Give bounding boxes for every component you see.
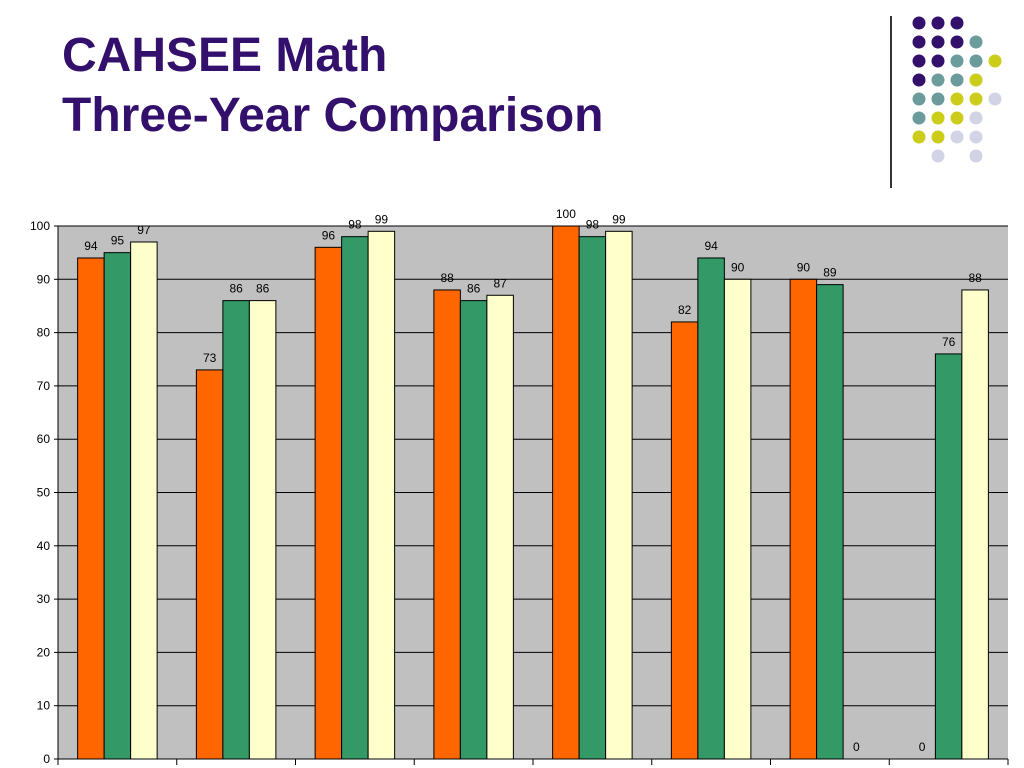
decorative-dot <box>931 73 945 87</box>
decorative-dot <box>912 35 926 49</box>
data-label: 86 <box>256 282 270 296</box>
data-label: 99 <box>375 212 389 226</box>
bar <box>552 225 580 760</box>
decorative-dot-grid <box>912 16 1002 163</box>
decorative-dot <box>950 92 964 106</box>
bar <box>816 284 844 760</box>
decorative-dot <box>950 130 964 144</box>
decorative-dot <box>950 54 964 68</box>
data-label: 95 <box>111 234 125 248</box>
decorative-dot <box>931 54 945 68</box>
decorative-dot <box>931 130 945 144</box>
decorative-dot <box>912 54 926 68</box>
decorative-dot <box>912 92 926 106</box>
decorative-dot <box>931 149 945 163</box>
bar <box>697 257 725 760</box>
decorative-dot <box>931 16 945 30</box>
bar <box>433 289 461 760</box>
data-label: 82 <box>678 303 692 317</box>
decorative-dot <box>988 54 1002 68</box>
data-label: 96 <box>322 228 336 242</box>
y-tick-label: 80 <box>37 326 51 340</box>
bar <box>723 278 752 760</box>
data-label: 94 <box>84 239 98 253</box>
y-tick-label: 0 <box>43 752 50 766</box>
data-label: 86 <box>467 282 481 296</box>
data-label: 98 <box>586 218 600 232</box>
data-label: 89 <box>823 266 837 280</box>
decorative-dot <box>912 73 926 87</box>
decorative-dot <box>912 111 926 125</box>
title-line-2: Three-Year Comparison <box>62 89 604 142</box>
bar <box>486 294 514 760</box>
bar <box>934 353 963 760</box>
bar <box>578 236 607 760</box>
y-tick-label: 30 <box>37 592 51 606</box>
y-tick-label: 70 <box>37 379 51 393</box>
bar <box>789 278 818 760</box>
data-label: 73 <box>203 351 217 365</box>
data-label: 99 <box>612 212 626 226</box>
data-label: 88 <box>440 271 454 285</box>
decorative-dot <box>950 111 964 125</box>
data-label: 94 <box>704 239 718 253</box>
decorative-dot <box>931 111 945 125</box>
y-tick-label: 10 <box>37 699 51 713</box>
data-label: 97 <box>137 223 151 237</box>
data-label: 0 <box>919 740 926 754</box>
bar <box>459 300 488 760</box>
decorative-dot <box>969 149 983 163</box>
decorative-dot <box>912 130 926 144</box>
title-line-1: CAHSEE Math <box>62 29 388 82</box>
decorative-dot <box>950 16 964 30</box>
bar <box>248 300 277 760</box>
decorative-dot <box>912 16 926 30</box>
decorative-dot <box>950 35 964 49</box>
y-tick-label: 100 <box>30 219 50 233</box>
bar <box>77 257 105 760</box>
title-divider-line <box>890 16 892 188</box>
decorative-dot <box>988 92 1002 106</box>
decorative-dot <box>969 92 983 106</box>
y-tick-label: 60 <box>37 432 51 446</box>
y-tick-label: 20 <box>37 645 51 659</box>
decorative-dot <box>950 73 964 87</box>
bar <box>961 289 989 760</box>
bar <box>341 236 369 760</box>
data-label: 98 <box>348 218 362 232</box>
decorative-dot <box>969 73 983 87</box>
bar <box>605 230 633 760</box>
bar <box>195 369 224 760</box>
y-tick-label: 50 <box>37 486 51 500</box>
bar <box>367 230 396 760</box>
decorative-dot <box>931 35 945 49</box>
data-label: 86 <box>229 282 243 296</box>
data-label: 90 <box>731 260 745 274</box>
bar <box>222 300 250 760</box>
bar <box>130 241 158 760</box>
decorative-dot <box>969 54 983 68</box>
decorative-dot <box>969 111 983 125</box>
data-label: 0 <box>853 740 860 754</box>
data-label: 100 <box>556 207 576 221</box>
bar <box>670 321 699 760</box>
data-label: 76 <box>942 335 956 349</box>
y-tick-label: 40 <box>37 539 51 553</box>
data-label: 88 <box>968 271 982 285</box>
bar <box>103 252 132 760</box>
decorative-dot <box>969 130 983 144</box>
decorative-dot <box>931 92 945 106</box>
data-label: 87 <box>493 276 507 290</box>
y-tick-label: 90 <box>37 272 51 286</box>
bar <box>314 246 343 760</box>
decorative-dot <box>969 35 983 49</box>
data-label: 90 <box>797 260 811 274</box>
slide-title: CAHSEE Math Three-Year Comparison <box>62 26 604 146</box>
